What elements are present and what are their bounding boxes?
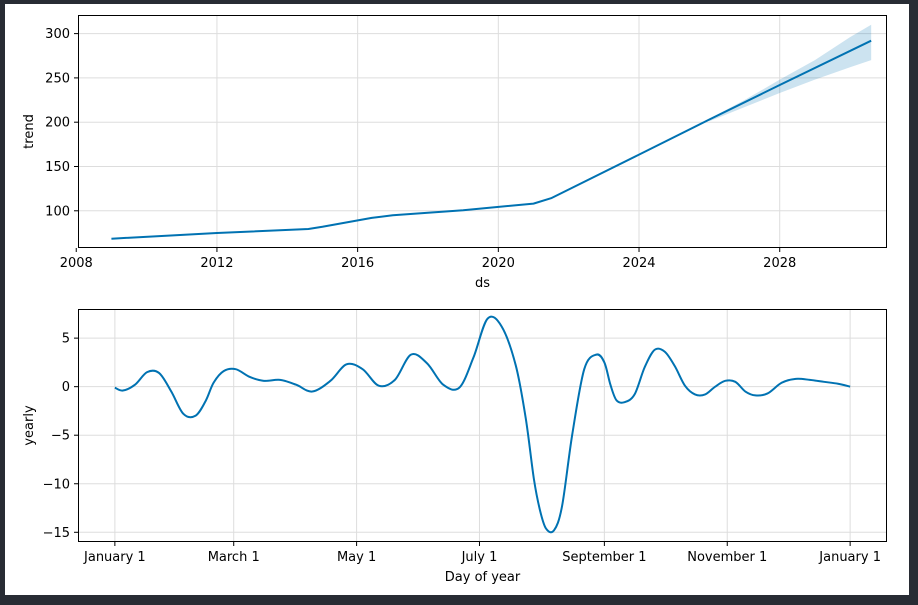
yearly-plot-area <box>78 309 887 542</box>
trend-y-tick-label: 300 <box>45 27 70 42</box>
trend-axes-frame <box>78 15 887 248</box>
yearly-x-tick-label: January 1 <box>83 550 146 565</box>
yearly-x-tick-label: September 1 <box>562 550 646 565</box>
yearly-y-tick-label: −10 <box>43 477 70 492</box>
trend-y-tick-label: 100 <box>45 204 70 219</box>
yearly-y-tick-label: 5 <box>62 332 70 347</box>
yearly-x-tick-label: July 1 <box>461 550 498 565</box>
trend-x-tick-label: 2024 <box>622 256 655 271</box>
trend-x-tick-label: 2020 <box>482 256 515 271</box>
trend-x-tick-label: 2008 <box>60 256 93 271</box>
yearly-x-tick-label: May 1 <box>337 550 376 565</box>
yearly-y-tick-label: 0 <box>62 380 70 395</box>
trend-x-tick-label: 2012 <box>200 256 233 271</box>
trend-x-axis-label: ds <box>475 276 490 291</box>
yearly-axes-frame <box>78 309 887 542</box>
trend-y-axis-label: trend <box>22 114 37 149</box>
trend-uncertainty-band <box>709 24 872 122</box>
trend-x-tick-label: 2016 <box>341 256 374 271</box>
yearly-y-tick-label: −5 <box>51 429 70 444</box>
yearly-x-tick-label: January 1 <box>818 550 881 565</box>
figure-canvas: 2008 2012 2016 2020 2024 2028 100 150 200 250 300 d… <box>22 15 887 585</box>
forecast-components-figure: 2008 2012 2016 2020 2024 2028 100 150 200 250 300 d… <box>5 4 909 595</box>
trend-panel: 2008 2012 2016 2020 2024 2028 100 150 200 250 300 d… <box>22 15 887 291</box>
yearly-y-axis-label: yearly <box>22 405 37 446</box>
trend-y-tick-label: 150 <box>45 160 70 175</box>
yearly-x-axis-label: Day of year <box>445 570 521 585</box>
yearly-panel: January 1 March 1 May 1 July 1 September 1 No… <box>22 309 887 585</box>
yearly-x-tick-label: March 1 <box>208 550 260 565</box>
yearly-x-tick-label: November 1 <box>687 550 767 565</box>
trend-y-tick-label: 200 <box>45 116 70 131</box>
trend-x-tick-label: 2028 <box>763 256 796 271</box>
trend-plot-area <box>78 15 887 248</box>
trend-series-line <box>111 39 872 240</box>
trend-y-tick-label: 250 <box>45 71 70 86</box>
yearly-y-tick-label: −15 <box>43 526 70 541</box>
yearly-series-line <box>114 315 851 534</box>
